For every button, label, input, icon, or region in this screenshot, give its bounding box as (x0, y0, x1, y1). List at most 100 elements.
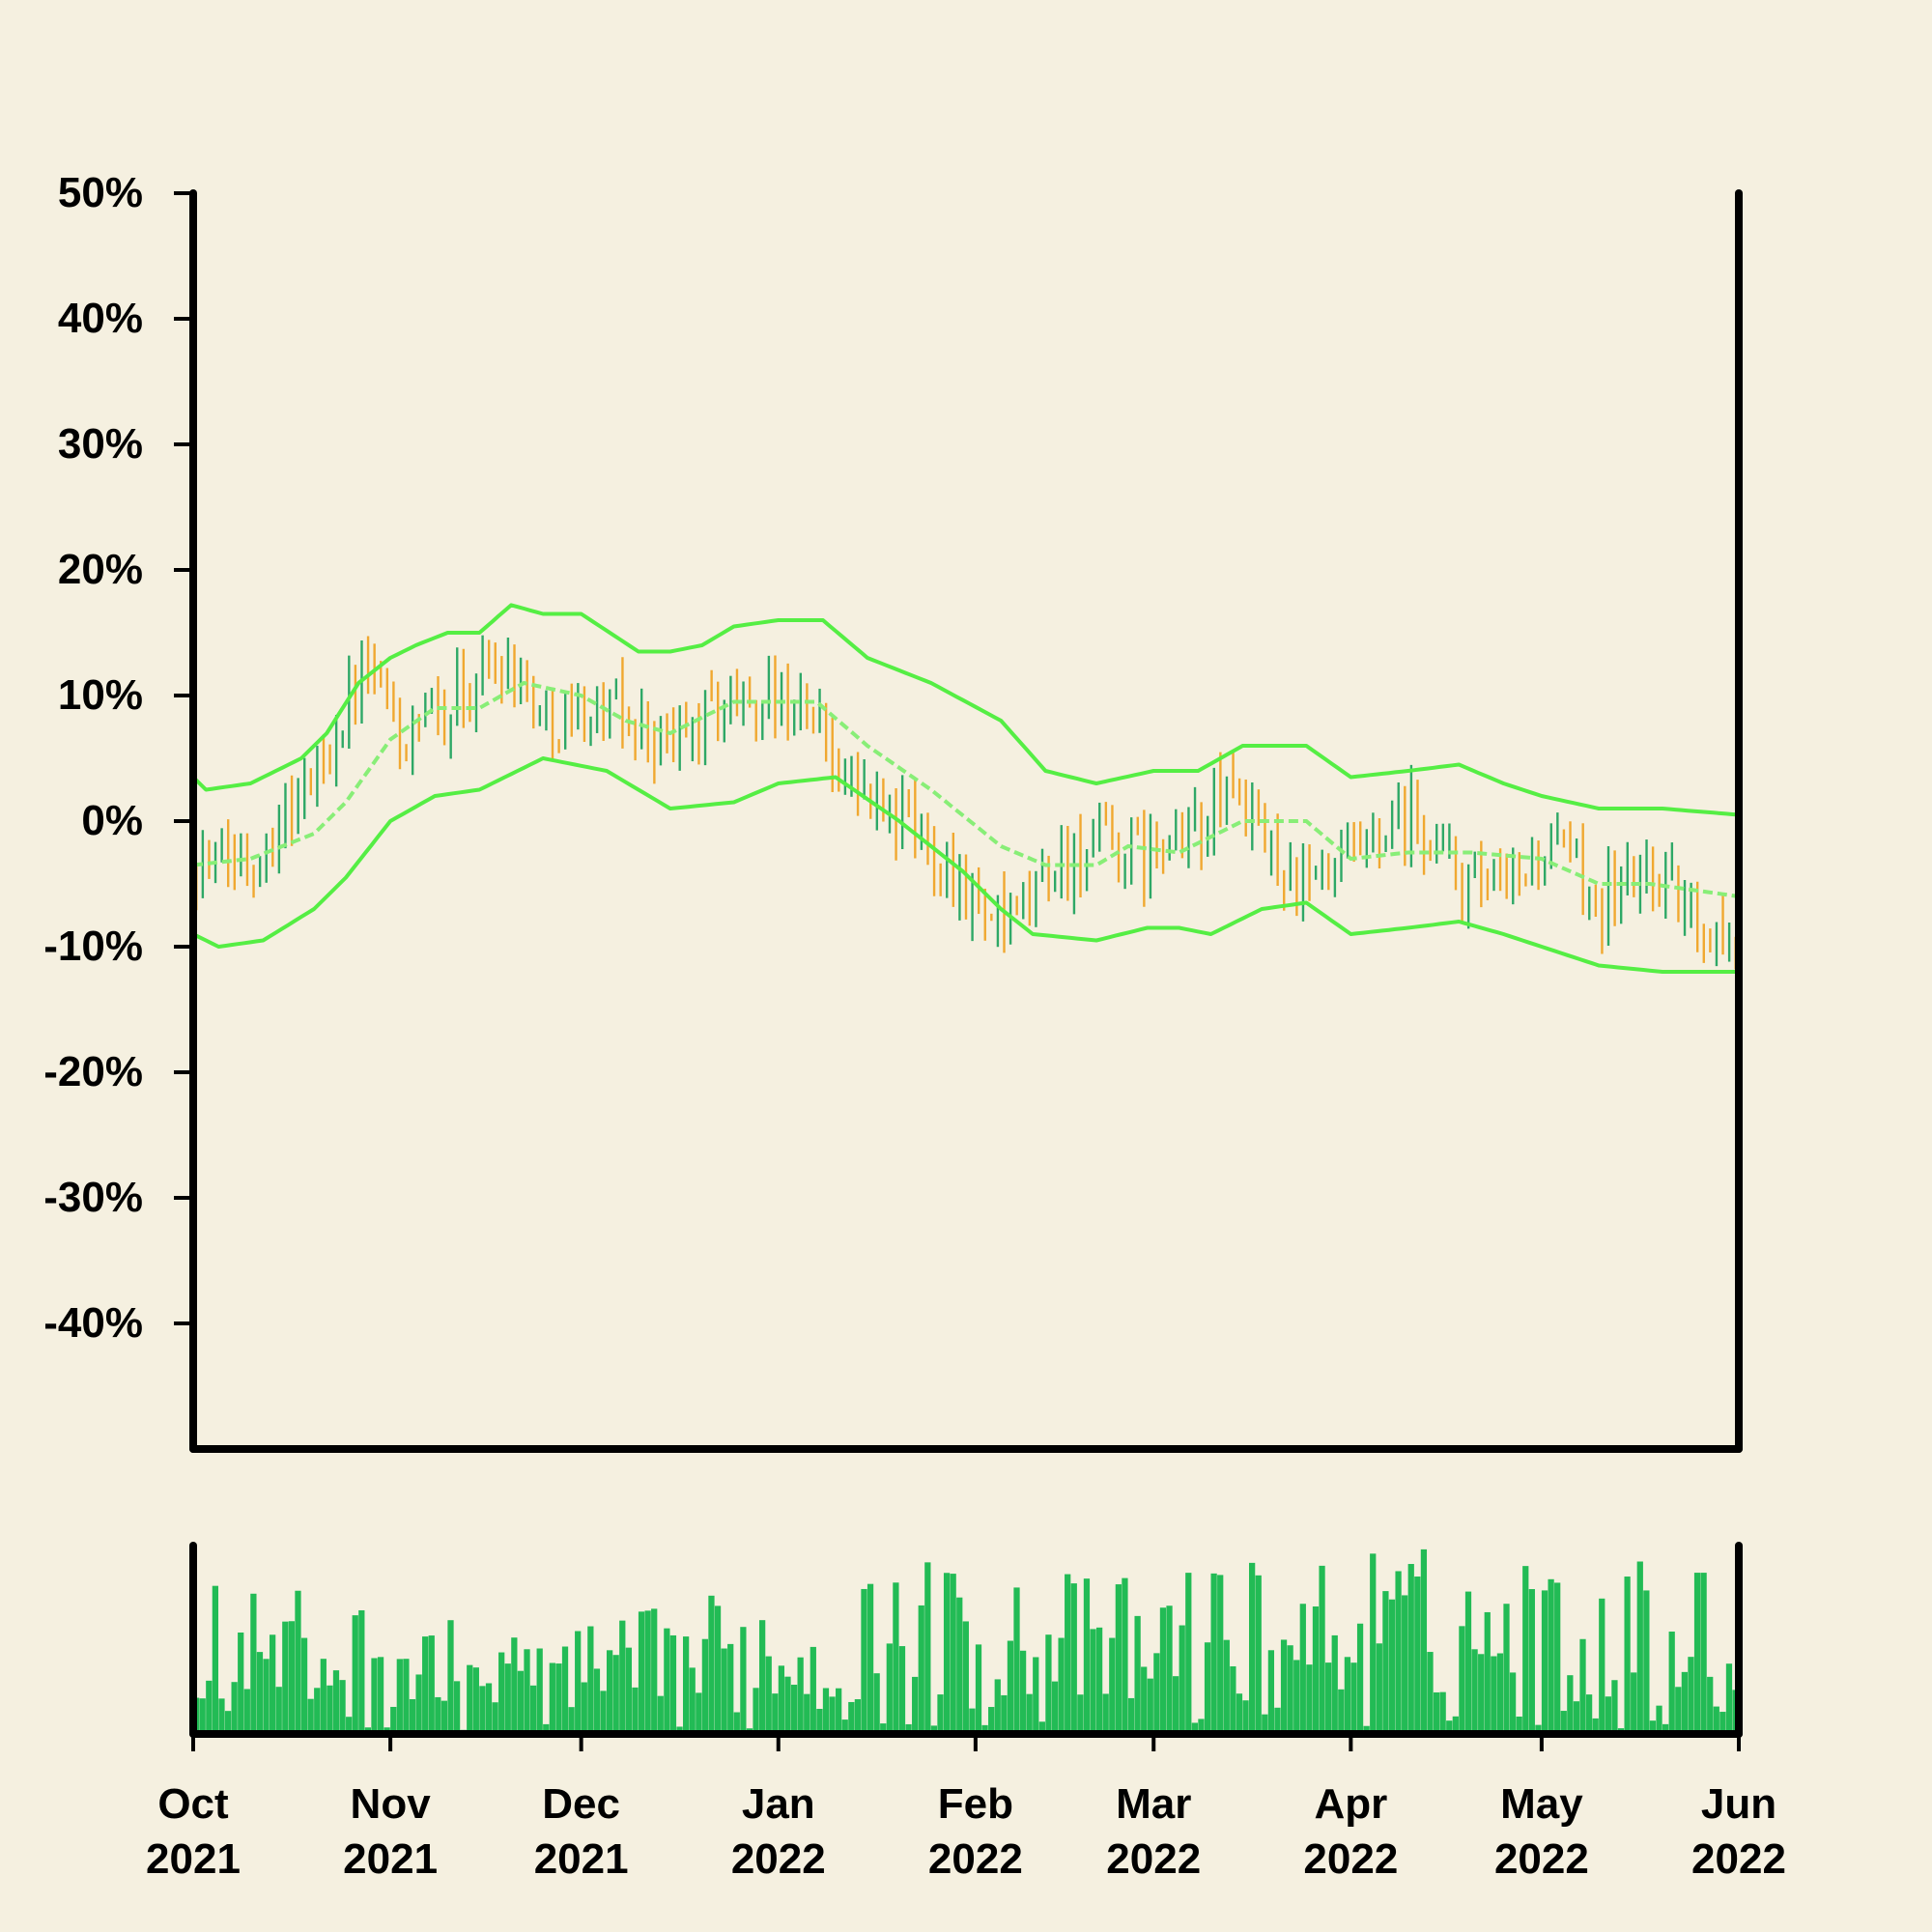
y-tick-label: -30% (43, 1174, 143, 1221)
volume-bar (524, 1649, 530, 1734)
volume-bar (447, 1620, 454, 1734)
volume-bar (377, 1657, 384, 1734)
volume-bar (1179, 1625, 1185, 1734)
volume-bar (893, 1582, 899, 1734)
volume-bar (575, 1631, 582, 1734)
volume-bar (1491, 1656, 1497, 1734)
volume-bar (485, 1683, 493, 1734)
volume-bar (1338, 1689, 1345, 1734)
volume-bar (581, 1682, 587, 1734)
volume-bar (1636, 1561, 1643, 1734)
volume-bar (1376, 1643, 1382, 1734)
y-tick-label: 20% (58, 546, 143, 593)
volume-bar (1249, 1562, 1256, 1734)
volume-bar (969, 1708, 976, 1734)
volume-bar (561, 1646, 569, 1734)
volume-bar (1388, 1599, 1396, 1734)
volume-bar (1446, 1720, 1453, 1734)
volume-bar (1656, 1705, 1662, 1734)
volume-bar (1019, 1650, 1027, 1734)
volume-bar (250, 1593, 257, 1734)
x-tick-month: May (1500, 1780, 1583, 1828)
y-tick-label: 40% (58, 295, 143, 342)
x-tick-month: Apr (1314, 1780, 1387, 1828)
volume-bar (1471, 1649, 1478, 1734)
volume-bar (390, 1706, 397, 1734)
volume-bar (1001, 1694, 1008, 1734)
volume-bar (651, 1608, 658, 1734)
bollinger-bands (191, 603, 1740, 974)
volume-bar (1719, 1712, 1726, 1734)
x-tick-month: Dec (542, 1780, 620, 1828)
volume-bar (1306, 1664, 1313, 1734)
volume-bar (816, 1708, 823, 1734)
x-tick-label: May 2022 (1494, 1780, 1589, 1883)
x-tick-year: 2021 (534, 1835, 629, 1883)
volume-bar (1611, 1680, 1618, 1734)
volume-bar (1319, 1565, 1325, 1734)
volume-bar (543, 1723, 550, 1734)
volume-bar (1439, 1691, 1446, 1734)
volume-bar (307, 1698, 314, 1734)
volume-bar (950, 1574, 956, 1734)
volume-bar (479, 1686, 486, 1734)
x-tick-label: Jan 2022 (731, 1780, 826, 1883)
volume-bar (873, 1673, 880, 1734)
volume-bar (1033, 1657, 1039, 1734)
x-tick-month: Feb (938, 1780, 1013, 1828)
x-tick-year: 2022 (928, 1835, 1023, 1883)
volume-bar (1287, 1645, 1293, 1734)
volume-bar (206, 1680, 213, 1734)
volume-bar (975, 1644, 982, 1734)
volume-bar (1045, 1634, 1052, 1734)
volume-bar (346, 1717, 353, 1734)
x-tick-year: 2021 (343, 1835, 438, 1883)
volume-bar (1122, 1577, 1128, 1734)
volume-bar (1223, 1639, 1230, 1734)
volume-bar (231, 1682, 238, 1734)
y-tick-label: -10% (43, 923, 143, 970)
volume-bar (1643, 1590, 1650, 1734)
volume-bar (1592, 1718, 1599, 1734)
volume-bar (1242, 1700, 1249, 1734)
volume-bar (905, 1723, 912, 1734)
volume-bar (275, 1687, 282, 1734)
volume-bar (492, 1702, 498, 1734)
volume-bar (243, 1689, 250, 1734)
volume-bar (467, 1664, 473, 1734)
volume-bar (1503, 1604, 1510, 1734)
volume-bars (193, 1548, 1739, 1734)
volume-bar (1236, 1693, 1243, 1734)
volume-bar (1331, 1634, 1338, 1734)
volume-bar (600, 1690, 607, 1734)
volume-bar (1631, 1672, 1637, 1734)
volume-bar (1693, 1573, 1701, 1734)
volume-bar (288, 1621, 296, 1734)
ohlc-bars (195, 635, 1737, 970)
volume-bar (797, 1657, 804, 1734)
volume-bar (1293, 1660, 1300, 1734)
volume-bar (1478, 1654, 1485, 1734)
volume-bar (1370, 1553, 1377, 1734)
volume-bar (1312, 1605, 1320, 1734)
volume-bar (765, 1656, 772, 1734)
volume-bar (1464, 1591, 1472, 1734)
volume-bar (1038, 1721, 1045, 1734)
volume-bar (1172, 1676, 1179, 1734)
volume-bar (1325, 1662, 1332, 1734)
volume-bar (440, 1700, 448, 1734)
volume-bar (1070, 1583, 1077, 1734)
volume-bar (733, 1712, 740, 1734)
volume-bar (644, 1610, 651, 1734)
volume-bar (1166, 1605, 1173, 1734)
volume-bar (937, 1694, 944, 1734)
volume-bar (1541, 1590, 1548, 1734)
volume-bar (212, 1585, 219, 1734)
volume-bar (981, 1724, 988, 1734)
volume-bar (727, 1643, 734, 1734)
x-tick-label: Mar 2022 (1106, 1780, 1201, 1883)
volume-bar (1058, 1637, 1065, 1734)
volume-bar (918, 1605, 924, 1734)
x-tick-label: Oct 2021 (146, 1780, 241, 1883)
volume-bar (1230, 1665, 1236, 1734)
